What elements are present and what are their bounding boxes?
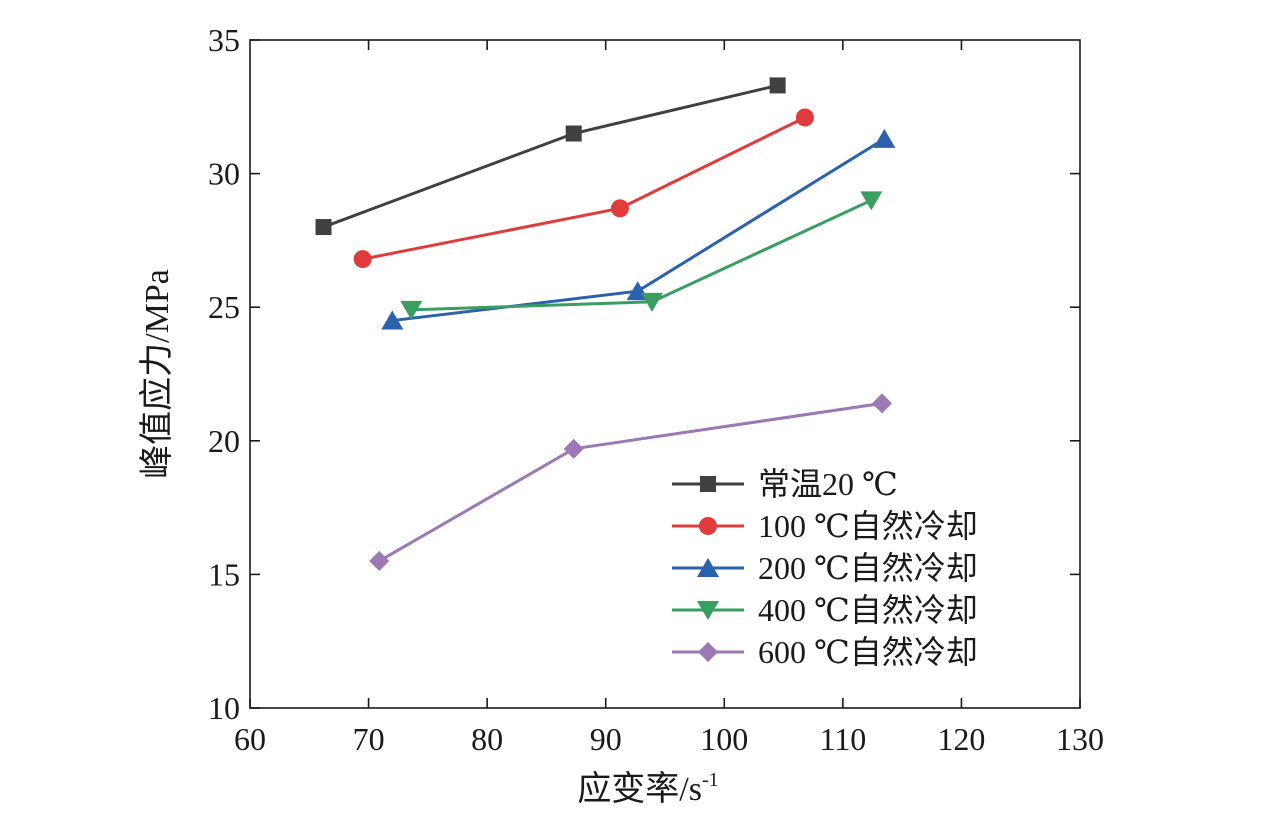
legend: 常温20 ℃ 100 ℃自然冷却 200 ℃自然冷却 400 ℃自然冷却 600 ℃自然… <box>672 466 978 670</box>
data-point <box>610 199 629 218</box>
x-tick-label: 110 <box>819 721 866 757</box>
legend-marker <box>698 642 718 662</box>
series-3 <box>381 128 896 330</box>
data-point <box>860 191 883 211</box>
legend-label: 100 ℃自然冷却 <box>758 508 978 544</box>
legend-item-2: 100 ℃自然冷却 <box>672 508 978 544</box>
x-tick-label: 120 <box>937 721 985 757</box>
data-point <box>381 310 404 330</box>
x-axis-title: 应变率/s-1 <box>577 769 718 808</box>
legend-marker <box>699 517 717 535</box>
legend-item-4: 400 ℃自然冷却 <box>672 592 978 628</box>
data-point <box>353 250 372 269</box>
x-tick-label: 100 <box>700 721 748 757</box>
y-tick-label: 30 <box>208 156 240 192</box>
y-axis-title: 峰值应力/MPa <box>138 269 176 479</box>
series-2 <box>353 108 814 269</box>
legend-label: 常温20 ℃ <box>758 466 898 502</box>
data-point <box>400 300 423 320</box>
y-tick-label: 10 <box>208 690 240 726</box>
legend-label: 600 ℃自然冷却 <box>758 634 978 670</box>
y-tick-label: 15 <box>208 556 240 592</box>
x-axis-title-superscript: -1 <box>702 769 719 791</box>
series-layer <box>315 77 896 572</box>
plot-frame <box>249 39 1081 709</box>
y-tick-label: 35 <box>208 22 240 58</box>
series-line <box>322 83 778 229</box>
x-tick-label: 80 <box>471 721 503 757</box>
legend-marker <box>700 476 716 492</box>
legend-marker <box>697 558 719 577</box>
axis-ticks: 60 70 80 90 100 110 120 130 10 15 20 25 30 35 <box>208 22 1104 757</box>
data-point <box>565 125 582 142</box>
x-tick-label: 130 <box>1056 721 1104 757</box>
x-tick-label: 70 <box>353 721 385 757</box>
series-4 <box>400 191 883 320</box>
data-point <box>795 108 814 127</box>
data-point <box>315 219 332 236</box>
data-point <box>873 128 896 148</box>
y-tick-label: 25 <box>208 289 240 325</box>
data-point <box>369 551 390 572</box>
legend-label: 400 ℃自然冷却 <box>758 592 978 628</box>
data-point <box>640 292 663 312</box>
series-5 <box>369 393 892 572</box>
data-point <box>871 393 892 414</box>
legend-item-1: 常温20 ℃ <box>672 466 898 502</box>
series-1 <box>315 77 786 236</box>
legend-item-3: 200 ℃自然冷却 <box>672 550 978 586</box>
data-point <box>769 77 786 94</box>
x-tick-label: 60 <box>234 721 266 757</box>
y-tick-label: 20 <box>208 423 240 459</box>
legend-label: 200 ℃自然冷却 <box>758 550 978 586</box>
x-axis-title-main: 应变率/s <box>577 770 702 808</box>
x-tick-label: 90 <box>590 721 622 757</box>
legend-marker <box>697 601 719 620</box>
legend-item-5: 600 ℃自然冷却 <box>672 634 978 670</box>
data-point <box>563 438 584 459</box>
